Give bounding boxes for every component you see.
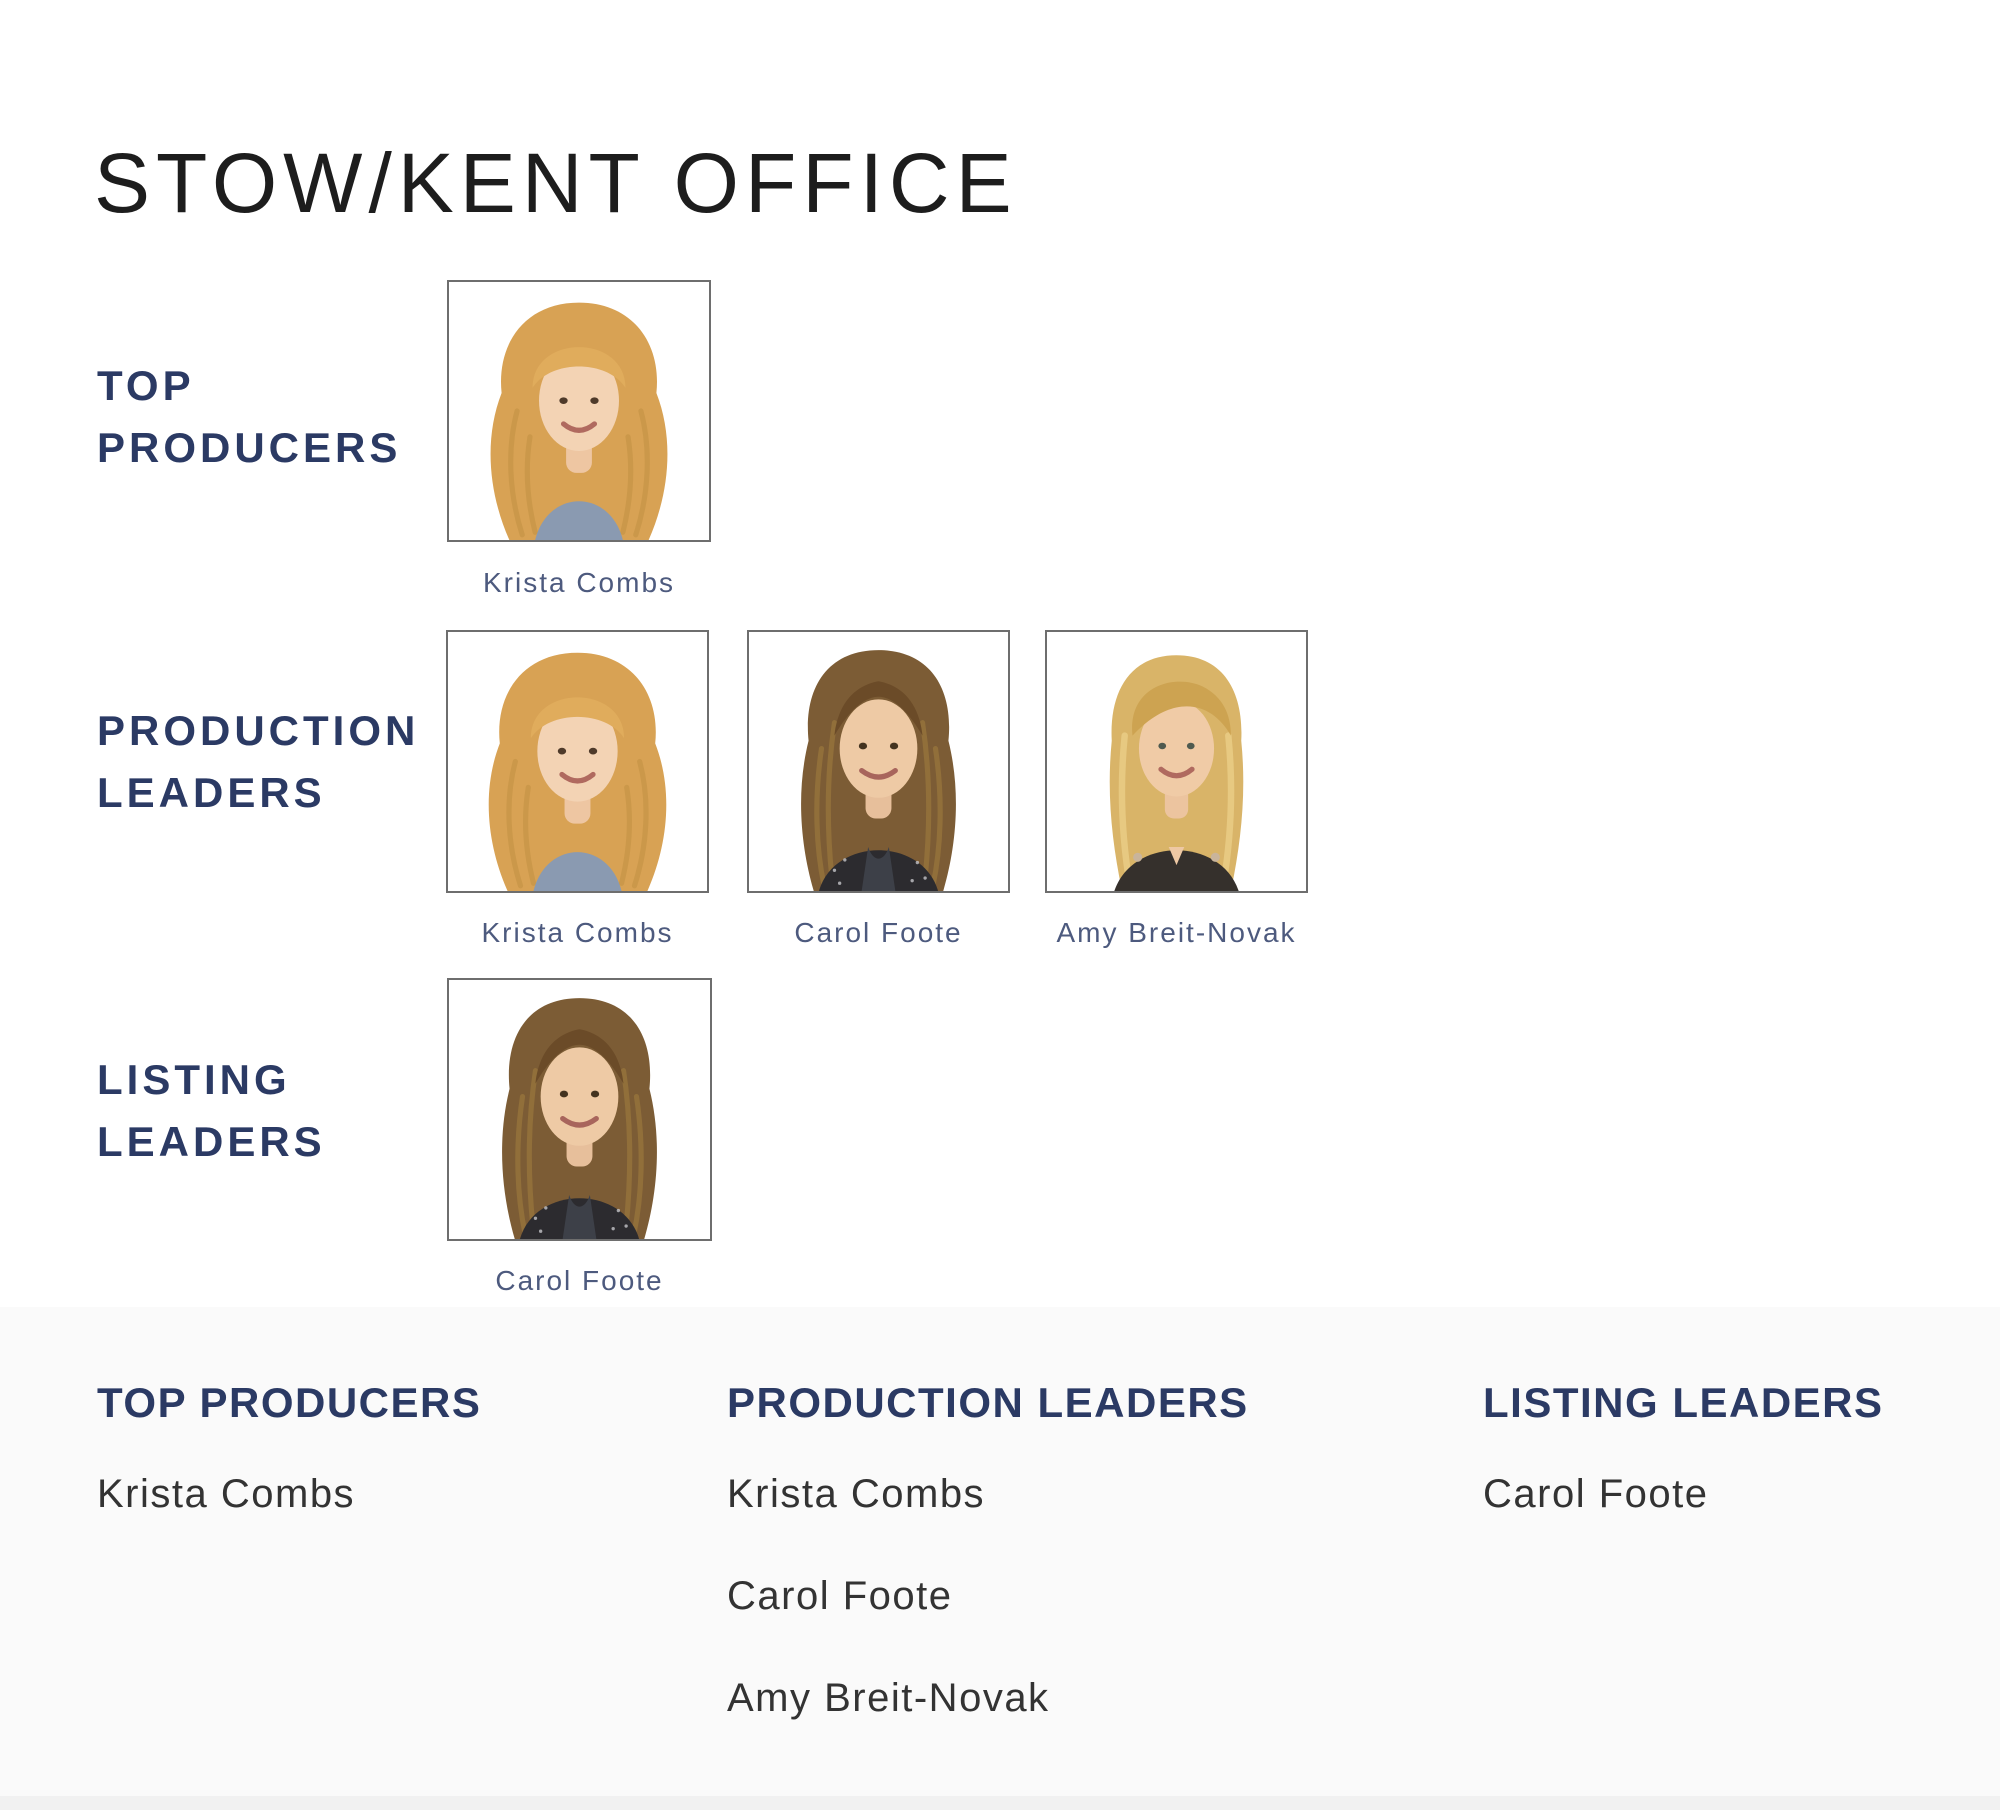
summary-header-top-producers: TOP PRODUCERS (97, 1379, 482, 1426)
portrait-caption: Carol Foote (794, 917, 963, 948)
portrait-card-krista-combs (446, 630, 709, 893)
portrait-carol-foote-photo (749, 632, 1008, 891)
portrait-card-amy-breit-novak (1045, 630, 1308, 893)
section-label-top-producers: TOP PRODUCERS (97, 355, 401, 479)
section-label-listing-leaders: LISTING LEADERS (97, 1049, 326, 1173)
portrait-krista-combs-photo (449, 282, 709, 540)
section-label-line: LISTING (97, 1056, 291, 1103)
summary-name: Carol Foote (1483, 1472, 1709, 1516)
portrait-krista-combs-photo (448, 632, 707, 891)
section-label-production-leaders: PRODUCTION LEADERS (97, 700, 419, 824)
section-label-line: PRODUCERS (97, 424, 402, 471)
section-label-line: LEADERS (97, 1118, 326, 1165)
summary-section-background (0, 1307, 2000, 1810)
portrait-amy-breit-novak-photo (1047, 632, 1306, 891)
portrait-caption: Amy Breit-Novak (1056, 917, 1297, 948)
page-title: STOW/KENT OFFICE (94, 136, 1018, 231)
portrait-caption: Carol Foote (495, 1265, 664, 1296)
portrait-caption: Krista Combs (481, 917, 674, 948)
portrait-caption: Krista Combs (482, 567, 676, 598)
summary-name: Krista Combs (727, 1472, 986, 1516)
summary-name: Carol Foote (727, 1574, 953, 1618)
summary-name: Krista Combs (97, 1472, 356, 1516)
section-label-line: TOP (97, 362, 195, 409)
page-bottom-strip (0, 1796, 2000, 1810)
section-label-line: PRODUCTION (97, 707, 420, 754)
summary-header-listing-leaders: LISTING LEADERS (1483, 1379, 1884, 1426)
portrait-card-krista-combs (447, 280, 711, 542)
portrait-carol-foote-photo (449, 980, 710, 1239)
portrait-card-carol-foote (447, 978, 712, 1241)
summary-name: Amy Breit-Novak (727, 1676, 1050, 1720)
section-label-line: LEADERS (97, 769, 326, 816)
summary-header-production-leaders: PRODUCTION LEADERS (727, 1379, 1249, 1426)
portrait-card-carol-foote (747, 630, 1010, 893)
